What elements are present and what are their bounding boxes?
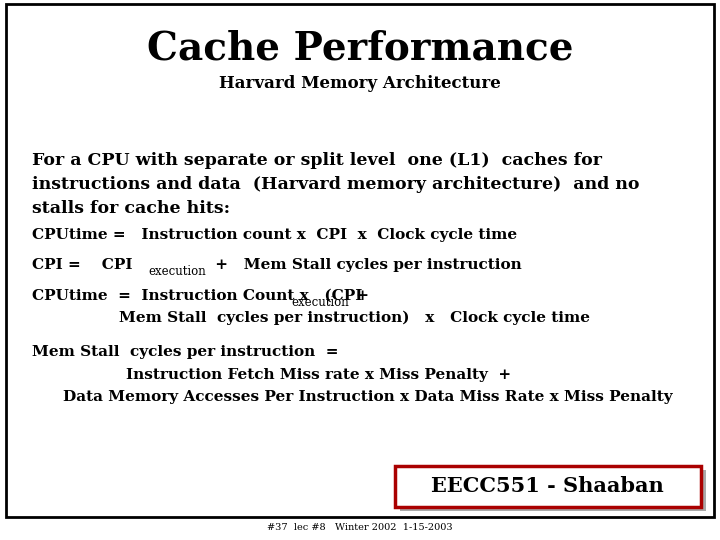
- Text: Mem Stall  cycles per instruction  =: Mem Stall cycles per instruction =: [32, 346, 339, 360]
- Text: instructions and data  (Harvard memory architecture)  and no: instructions and data (Harvard memory ar…: [32, 176, 640, 193]
- Text: CPUtime  =  Instruction Count x   (CPI: CPUtime = Instruction Count x (CPI: [32, 289, 363, 303]
- Text: Harvard Memory Architecture: Harvard Memory Architecture: [219, 75, 501, 92]
- Text: execution: execution: [148, 265, 206, 279]
- Text: execution: execution: [292, 296, 349, 309]
- Text: Instruction Fetch Miss rate x Miss Penalty  +: Instruction Fetch Miss rate x Miss Penal…: [126, 368, 511, 382]
- Text: stalls for cache hits:: stalls for cache hits:: [32, 200, 230, 217]
- Text: CPI =    CPI: CPI = CPI: [32, 258, 133, 272]
- Text: Data Memory Accesses Per Instruction x Data Miss Rate x Miss Penalty: Data Memory Accesses Per Instruction x D…: [63, 390, 673, 404]
- Text: Cache Performance: Cache Performance: [147, 30, 573, 68]
- Text: CPUtime =   Instruction count x  CPI  x  Clock cycle time: CPUtime = Instruction count x CPI x Cloc…: [32, 228, 518, 242]
- Bar: [395, 466, 701, 507]
- Text: +   Mem Stall cycles per instruction: + Mem Stall cycles per instruction: [210, 258, 522, 272]
- Text: Mem Stall  cycles per instruction)   x   Clock cycle time: Mem Stall cycles per instruction) x Cloc…: [119, 311, 590, 326]
- Text: EECC551 - Shaaban: EECC551 - Shaaban: [431, 476, 664, 496]
- Text: #37  lec #8   Winter 2002  1-15-2003: #37 lec #8 Winter 2002 1-15-2003: [267, 523, 453, 531]
- Bar: [400, 470, 706, 511]
- Text: +: +: [351, 289, 369, 303]
- Text: For a CPU with separate or split level  one (L1)  caches for: For a CPU with separate or split level o…: [32, 152, 603, 168]
